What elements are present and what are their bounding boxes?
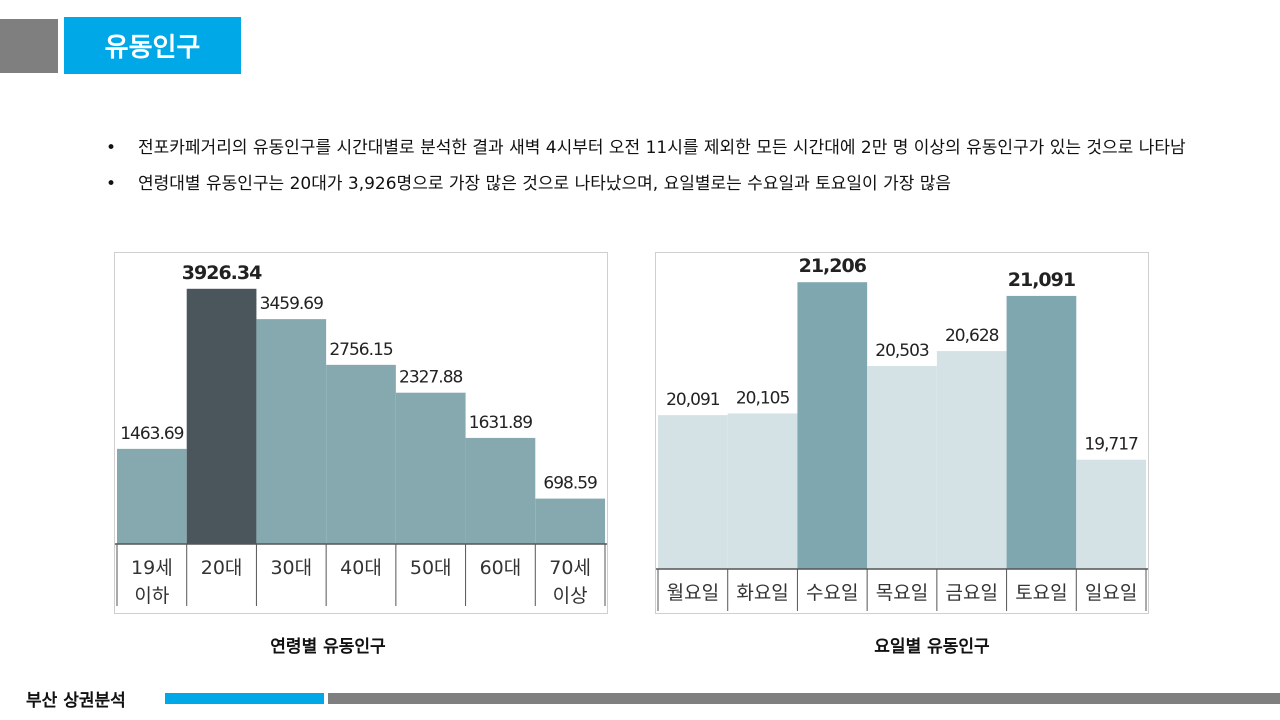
category-label-4: 50대 [410, 557, 452, 579]
category-label-4: 금요일 [945, 582, 997, 604]
age-chart-caption: 연령별 유동인구 [270, 637, 386, 657]
weekday-chart-frame: 20,091 20,105 21,206 20,503 20,628 21,091 19,7… [655, 252, 1149, 614]
category-label-5: 토요일 [1015, 582, 1067, 604]
bar-2 [256, 319, 327, 544]
data-label-2: 3459.69 [260, 294, 323, 314]
category-label-0: 월요일 [667, 582, 719, 604]
footer-label: 부산 상권분석 [26, 691, 126, 711]
bar-1 [727, 413, 798, 569]
weekday-chart: 20,091 20,105 21,206 20,503 20,628 21,091 19,7… [656, 255, 1148, 611]
bar-6 [535, 498, 605, 544]
data-label-1: 20,105 [736, 388, 790, 408]
bar-3 [326, 364, 396, 544]
page-title-text: 유동인구 [104, 33, 201, 63]
data-label-5: 21,091 [1008, 269, 1075, 291]
bar-6 [1076, 459, 1146, 569]
age-chart-frame: 1463.69 3926.34 3459.69 2756.15 2327.88 1631.… [114, 252, 608, 614]
bullet-item-2: 연령대별 유동인구는 20대가 3,926명으로 가장 많은 것으로 나타났으며… [104, 166, 1214, 202]
age-chart: 1463.69 3926.34 3459.69 2756.15 2327.88 1631.… [115, 262, 607, 607]
category-label-6: 일요일 [1085, 582, 1137, 604]
header-accent-block [0, 19, 58, 73]
footer-bar [328, 693, 1280, 704]
bar-1 [186, 288, 257, 544]
bar-0 [117, 448, 187, 544]
weekday-chart-caption: 요일별 유동인구 [874, 637, 990, 657]
bar-4 [395, 392, 466, 544]
bar-4 [936, 351, 1007, 569]
bar-0 [658, 415, 728, 569]
data-label-1: 3926.34 [182, 262, 262, 284]
data-label-3: 2756.15 [329, 340, 392, 360]
data-label-4: 2327.88 [399, 368, 462, 388]
category-label-1: 20대 [201, 557, 243, 579]
data-label-0: 20,091 [666, 390, 720, 410]
bullet-item-1: 전포카페거리의 유동인구를 시간대별로 분석한 결과 새벽 4시부터 오전 11… [104, 130, 1214, 166]
bullet-list: 전포카페거리의 유동인구를 시간대별로 분석한 결과 새벽 4시부터 오전 11… [104, 130, 1214, 202]
category-label-1: 화요일 [736, 582, 788, 604]
category-label-2: 수요일 [806, 582, 858, 604]
bar-3 [867, 366, 937, 569]
category-label-0: 19세 이하 [131, 557, 173, 607]
category-label-6: 70세 이상 [549, 557, 591, 607]
bar-2 [797, 282, 868, 569]
data-label-0: 1463.69 [120, 424, 183, 444]
data-label-6: 698.59 [543, 474, 597, 494]
category-label-5: 60대 [480, 557, 522, 579]
category-label-2: 30대 [270, 557, 312, 579]
data-label-2: 21,206 [799, 255, 867, 277]
footer-bar-accent [165, 693, 324, 704]
data-label-5: 1631.89 [469, 413, 532, 433]
bar-5 [1006, 295, 1077, 569]
category-label-3: 목요일 [876, 582, 928, 604]
data-label-3: 20,503 [875, 341, 929, 361]
category-label-3: 40대 [340, 557, 382, 579]
data-label-4: 20,628 [945, 326, 999, 346]
data-label-6: 19,717 [1084, 435, 1138, 455]
page-title: 유동인구 [64, 17, 241, 74]
bar-5 [465, 437, 536, 544]
